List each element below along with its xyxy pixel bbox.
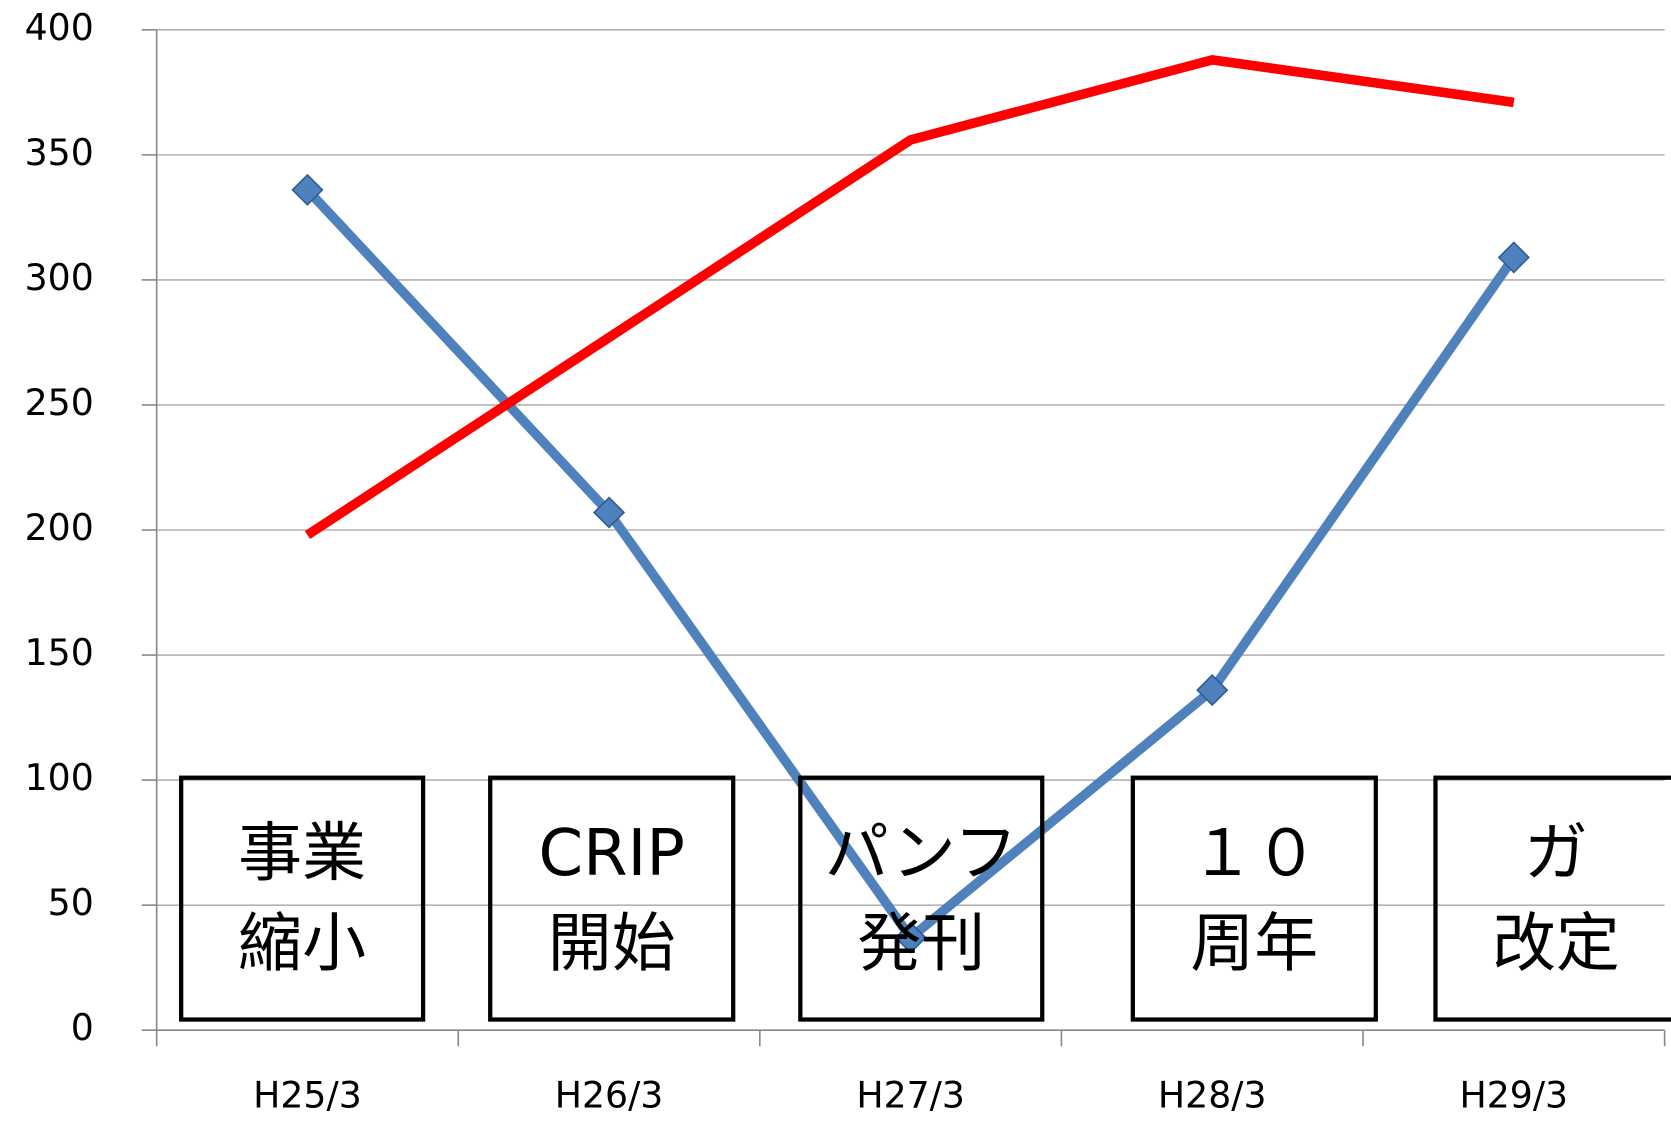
y-tick-label: 250: [25, 381, 94, 424]
annotation-box: [179, 775, 426, 1022]
annotation-text: １０: [1190, 817, 1318, 891]
annotation-text: 改定: [1492, 908, 1620, 982]
marker: [291, 173, 324, 206]
y-tick-label: 300: [25, 256, 94, 299]
y-tick-label: 400: [25, 6, 94, 49]
y-tick-label: 150: [25, 631, 94, 674]
annotation-box: [488, 775, 736, 1022]
annotation-box: [1433, 775, 1671, 1022]
y-tick-label: 200: [25, 506, 94, 549]
annotation-box: [798, 775, 1045, 1022]
x-tick-label: H26/3: [555, 1073, 664, 1116]
annotation-text: 事業: [238, 817, 366, 891]
x-tick-label: H25/3: [253, 1073, 362, 1116]
y-tick-label: 50: [48, 881, 94, 924]
annotation-box: [1130, 775, 1378, 1022]
annotation-text: 縮小: [238, 908, 366, 982]
y-tick-label: 350: [25, 131, 94, 174]
marker: [592, 496, 626, 529]
x-tick-label: H29/3: [1460, 1073, 1569, 1116]
annotation-text: 周年: [1190, 908, 1318, 982]
y-tick-label: 0: [71, 1006, 94, 1049]
marker: [1196, 674, 1229, 707]
x-tick-label: H28/3: [1158, 1073, 1267, 1116]
line-series: [304, 55, 1515, 540]
annotation-text: ガ: [1524, 817, 1588, 891]
x-tick-label: H27/3: [856, 1073, 965, 1116]
marker: [1497, 241, 1530, 274]
annotation-text: 開始: [548, 908, 676, 982]
annotation-text: 発刊: [857, 908, 985, 982]
marker: [894, 921, 927, 954]
annotation-text: パンフ: [825, 817, 1018, 891]
annotation-text: CRIP: [538, 817, 684, 891]
y-tick-label: 100: [25, 756, 94, 799]
